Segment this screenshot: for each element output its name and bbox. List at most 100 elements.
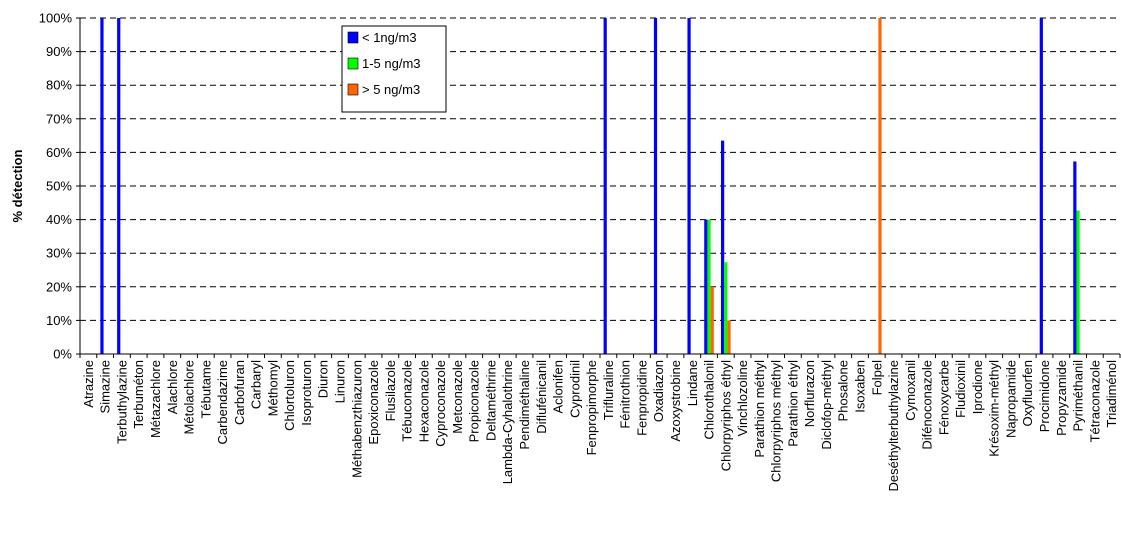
x-tick-label: Terbuméton [131, 360, 146, 429]
bar [653, 18, 658, 354]
x-tick-label: Méthabenzthiazuron [349, 360, 364, 478]
bar [724, 262, 728, 354]
x-tick-label: Norflurazon [802, 360, 817, 427]
x-tick-label: Chlortoluron [282, 360, 297, 431]
legend-swatch [347, 57, 359, 70]
axes [76, 17, 1121, 358]
x-tick-label: Isoproturon [299, 360, 314, 426]
y-tick-label: 50% [46, 179, 72, 194]
y-tick-label: 30% [46, 246, 72, 261]
x-tick-label: Chlorpyriphos éthyl [718, 360, 733, 471]
x-tick-label: Pendiméthaline [517, 360, 532, 450]
bar [100, 18, 104, 354]
legend-label: 1-5 ng/m3 [362, 56, 421, 71]
x-tick-label: Metconazole [450, 360, 465, 434]
y-tick-label: 60% [46, 145, 72, 160]
gridlines [80, 17, 1120, 321]
x-tick-label: Difénoconazole [920, 360, 935, 450]
x-tick-label: Napropamide [1003, 360, 1018, 438]
x-tick-label: Diflufénicanil [534, 360, 549, 434]
x-tick-label: Diuron [316, 360, 331, 398]
x-tick-label: Fludioxinil [953, 360, 968, 418]
x-tick-label: Lindane [685, 360, 700, 406]
legend-label: > 5 ng/m3 [362, 82, 420, 97]
bar [710, 286, 714, 354]
x-tick-label: Linuron [333, 360, 348, 403]
x-tick-label: Azoxystrobine [668, 360, 683, 442]
y-axis-label: % détection [10, 149, 25, 222]
x-tick-label: Iprodione [970, 360, 985, 414]
y-tick-label: 100% [39, 11, 73, 26]
x-tick-label: Terbuthylazine [114, 360, 129, 444]
x-tick-label: Aclonifen [551, 360, 566, 413]
x-tick-label: Triadiménol [1104, 360, 1119, 428]
bar [878, 18, 882, 354]
x-tick-label: Parathion éthyl [785, 360, 800, 447]
x-tick-label: Oxyfluorfen [1020, 360, 1035, 426]
y-tick-label: 40% [46, 212, 72, 227]
x-tick-label: Procimidone [1037, 360, 1052, 432]
x-tick-label: Cymoxanil [903, 360, 918, 421]
legend-swatch [347, 83, 359, 96]
x-tick-label: Krésoxim-méthyl [987, 360, 1002, 457]
x-tick-label: Tébuconazole [400, 360, 415, 442]
y-tick-label: 10% [46, 313, 72, 328]
bar [1076, 210, 1080, 354]
x-tick-label: Fénoxycarbe [936, 360, 951, 435]
bar [687, 18, 691, 354]
x-tick-label: Vinchlozoline [735, 360, 750, 436]
x-tick-label: Méthomyl [265, 360, 280, 416]
x-tick-labels: Atrazine Simazine Terbuthylazine Terbuméton… [81, 360, 1119, 492]
x-tick-label: Alachlore [165, 360, 180, 414]
bar [727, 320, 731, 354]
legend: < 1ng/m3 1-5 ng/m3 > 5 ng/m3 [341, 25, 447, 113]
x-tick-label: Parathion méthyl [752, 360, 767, 458]
y-tick-label: 20% [46, 279, 72, 294]
x-tick-label: Pyriméthanil [1071, 360, 1086, 432]
x-tick-label: Isoxaben [853, 360, 868, 413]
x-tick-label: Epoxiconazole [366, 360, 381, 445]
x-tick-label: Carbofuran [232, 360, 247, 425]
x-tick-label: Propiconazole [467, 360, 482, 442]
bar [721, 140, 725, 354]
x-tick-label: Propyzamide [1054, 360, 1069, 436]
x-tick-label: Deltaméthrine [483, 360, 498, 441]
x-tick-label: Cyproconazole [433, 360, 448, 447]
bar [1039, 18, 1043, 354]
y-tick-label: 90% [46, 44, 72, 59]
x-tick-label: Carbendazime [215, 360, 230, 445]
y-tick-labels: 0% 10% 20% 30% 40% 50% 60% 70% 80% 90% 100% [39, 11, 73, 362]
x-tick-label: Fenpropimorphe [584, 360, 599, 455]
x-tick-label: Chlorpyriphos méthyl [769, 360, 784, 482]
x-tick-label: Cyprodinil [567, 360, 582, 418]
y-tick-label: 0% [53, 347, 72, 362]
x-tick-label: Atrazine [81, 360, 96, 408]
bar [704, 219, 708, 354]
bar [117, 18, 121, 354]
x-tick-label: Folpel [869, 360, 884, 396]
x-tick-label: Fénitrothion [618, 360, 633, 429]
x-tick-label: Trifluraline [601, 360, 616, 420]
x-tick-label: Lambda-Cyhalothrine [500, 360, 515, 484]
x-tick-label: Flusilazole [383, 360, 398, 421]
legend-box [341, 25, 447, 113]
x-tick-label: Phosalone [836, 360, 851, 421]
x-tick-label: Fenpropidine [634, 360, 649, 436]
x-tick-label: Chlorothalonil [702, 360, 717, 440]
legend-swatch [347, 31, 359, 44]
x-tick-label: Métazachlore [148, 360, 163, 438]
x-tick-label: Tétraconazole [1087, 360, 1102, 442]
bar [1073, 161, 1077, 354]
y-tick-label: 70% [46, 111, 72, 126]
x-tick-label: Simazine [98, 360, 113, 413]
x-tick-label: Diclofop-méthyl [819, 360, 834, 450]
legend-label: < 1ng/m3 [362, 30, 417, 45]
x-tick-label: Carbaryl [249, 360, 264, 409]
bar [603, 18, 607, 354]
bars [100, 18, 1080, 354]
y-tick-label: 80% [46, 78, 72, 93]
x-tick-label: Oxadiazon [651, 360, 666, 422]
x-tick-label: Tébutame [198, 360, 213, 419]
